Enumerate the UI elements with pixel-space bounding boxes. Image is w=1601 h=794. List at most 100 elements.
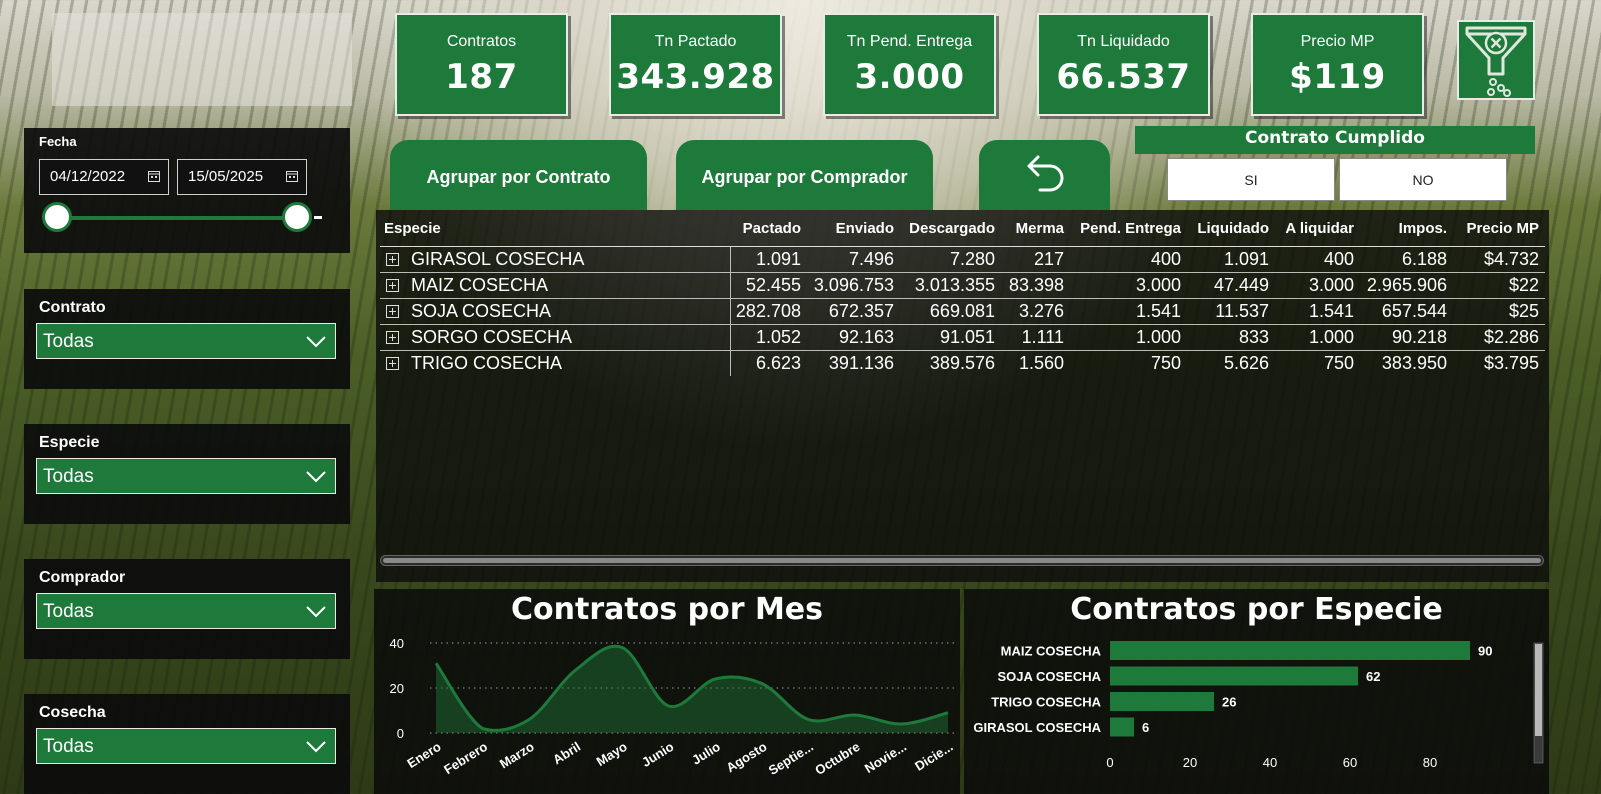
scrollbar-thumb[interactable] <box>383 558 1541 563</box>
expand-plus-icon[interactable] <box>386 330 399 344</box>
table-cell: 1.000 <box>1275 324 1360 351</box>
date-range-tick <box>314 216 322 219</box>
kpi-label: Precio MP <box>1300 33 1375 50</box>
especie-name: MAIZ COSECHA <box>411 274 549 295</box>
y-tick-label: 20 <box>390 681 404 696</box>
table-cell: 750 <box>1323 352 1354 373</box>
col-header-enviado[interactable]: Enviado <box>807 212 900 247</box>
slicer-comprador: Comprador Todas <box>24 559 350 659</box>
chevron-down-icon <box>306 336 326 348</box>
x-tick-label: Enero <box>404 739 443 771</box>
col-header-a-liquidar[interactable]: A liquidar <box>1275 212 1360 247</box>
y-tick-label: 0 <box>397 726 404 741</box>
expand-plus-icon[interactable] <box>386 252 399 266</box>
date-range-end-handle[interactable] <box>282 202 312 232</box>
col-header-impos[interactable]: Impos. <box>1360 212 1453 247</box>
contrato-dropdown[interactable]: Todas <box>36 323 336 359</box>
col-header-especie[interactable]: Especie <box>380 212 730 247</box>
especie-name: GIRASOL COSECHA <box>411 248 585 269</box>
table-cell: $2.286 <box>1453 324 1545 351</box>
species-bar-chart: MAIZ COSECHA 90 SOJA COSECHA 62 TRIGO COSECH… <box>973 641 1544 770</box>
table-cell: 833 <box>1187 324 1275 351</box>
bar[interactable] <box>1110 717 1134 737</box>
table-cell: 91.051 <box>900 324 1001 351</box>
table-cell: $25 <box>1453 298 1545 325</box>
contrato-cumplido-no-button[interactable]: NO <box>1339 158 1507 201</box>
data-table: Especie Pactado Enviado Descargado Merma… <box>380 212 1545 376</box>
table-cell: 3.000 <box>1070 272 1187 299</box>
chevron-down-icon <box>306 741 326 753</box>
col-header-descargado[interactable]: Descargado <box>900 212 1001 247</box>
kpi-tn-pend-entrega: Tn Pend. Entrega 3.000 <box>823 13 996 116</box>
chart-contratos-por-mes: Contratos por Mes 0 20 40 Enero Febrero Marzo… <box>374 589 960 794</box>
col-header-liquidado[interactable]: Liquidado <box>1187 212 1275 247</box>
dropdown-value: Todas <box>43 601 94 622</box>
kpi-value: 66.537 <box>1056 57 1191 97</box>
kpi-contratos: Contratos 187 <box>395 13 568 116</box>
calendar-icon <box>148 171 160 182</box>
col-header-pend-entrega[interactable]: Pend. Entrega <box>1070 212 1187 247</box>
table-cell: 282.708 <box>730 298 807 325</box>
comprador-dropdown[interactable]: Todas <box>36 593 336 629</box>
bar[interactable] <box>1110 641 1470 660</box>
expand-plus-icon[interactable] <box>386 278 399 292</box>
y-category-label: GIRASOL COSECHA <box>973 720 1101 735</box>
kpi-label: Tn Pend. Entrega <box>846 33 973 50</box>
kpi-label: Tn Liquidado <box>1077 33 1170 50</box>
col-header-pactado[interactable]: Pactado <box>730 212 807 247</box>
date-to-input[interactable]: 15/05/2025 <box>177 159 307 195</box>
date-from-input[interactable]: 04/12/2022 <box>39 159 169 195</box>
group-by-buyer-button[interactable]: Agrupar por Comprador <box>676 140 933 210</box>
clear-filters-button[interactable] <box>1457 20 1535 100</box>
table-cell: 400 <box>1275 246 1360 273</box>
especie-cell: MAIZ COSECHA <box>380 272 731 299</box>
dropdown-value: Todas <box>43 736 94 757</box>
table-row: GIRASOL COSECHA 1.091 7.496 7.280 217 40… <box>380 246 1545 273</box>
slicer-title: Comprador <box>39 569 126 586</box>
expand-plus-icon[interactable] <box>386 304 399 318</box>
bar[interactable] <box>1110 666 1358 686</box>
bar[interactable] <box>1110 692 1214 711</box>
x-tick-label: Abril <box>550 739 583 767</box>
scrollbar-thumb[interactable] <box>1535 644 1542 736</box>
table-cell: 389.576 <box>929 352 995 373</box>
date-range-start-handle[interactable] <box>42 202 72 232</box>
data-label: 6 <box>1142 720 1149 735</box>
y-category-label: MAIZ COSECHA <box>1001 644 1102 659</box>
funnel-clear-icon <box>1465 26 1527 97</box>
back-button[interactable] <box>979 140 1110 210</box>
data-label: 90 <box>1478 644 1492 659</box>
y-category-label: SOJA COSECHA <box>997 669 1101 684</box>
table-header-row: Especie Pactado Enviado Descargado Merma… <box>380 212 1545 247</box>
data-label: 26 <box>1222 695 1236 710</box>
kpi-value: 343.928 <box>616 57 775 97</box>
table-cell: 657.544 <box>1360 298 1453 325</box>
group-by-contract-button[interactable]: Agrupar por Contrato <box>390 140 647 210</box>
y-category-label: TRIGO COSECHA <box>991 695 1101 710</box>
slicer-cosecha: Cosecha Todas <box>24 694 350 794</box>
col-header-merma[interactable]: Merma <box>1001 212 1070 247</box>
table-cell: 217 <box>1001 246 1070 273</box>
table-cell: 669.081 <box>900 298 1001 325</box>
especie-name: SOJA COSECHA <box>411 300 552 321</box>
especie-cell: TRIGO COSECHA <box>380 350 731 376</box>
table-cell: 7.496 <box>807 246 900 273</box>
x-tick-label: Novie... <box>862 739 909 776</box>
expand-plus-icon[interactable] <box>386 356 399 370</box>
table-horizontal-scrollbar[interactable] <box>380 555 1544 566</box>
cosecha-dropdown[interactable]: Todas <box>36 728 336 764</box>
col-header-precio-mp[interactable]: Precio MP <box>1453 212 1545 247</box>
especie-dropdown[interactable]: Todas <box>36 458 336 494</box>
data-label: 62 <box>1366 669 1380 684</box>
x-tick-label: Agosto <box>723 739 769 775</box>
table-row: SOJA COSECHA 282.708 672.357 669.081 3.2… <box>380 298 1545 325</box>
especie-matrix-table: Especie Pactado Enviado Descargado Merma… <box>376 210 1549 582</box>
contrato-cumplido-si-button[interactable]: SI <box>1167 158 1335 201</box>
chevron-down-icon <box>306 471 326 483</box>
kpi-tn-liquidado: Tn Liquidado 66.537 <box>1037 13 1210 116</box>
dropdown-value: Todas <box>43 466 94 487</box>
x-tick-label: Junio <box>639 739 676 770</box>
table-cell: 400 <box>1070 246 1187 273</box>
slicer-contrato: Contrato Todas <box>24 289 350 389</box>
